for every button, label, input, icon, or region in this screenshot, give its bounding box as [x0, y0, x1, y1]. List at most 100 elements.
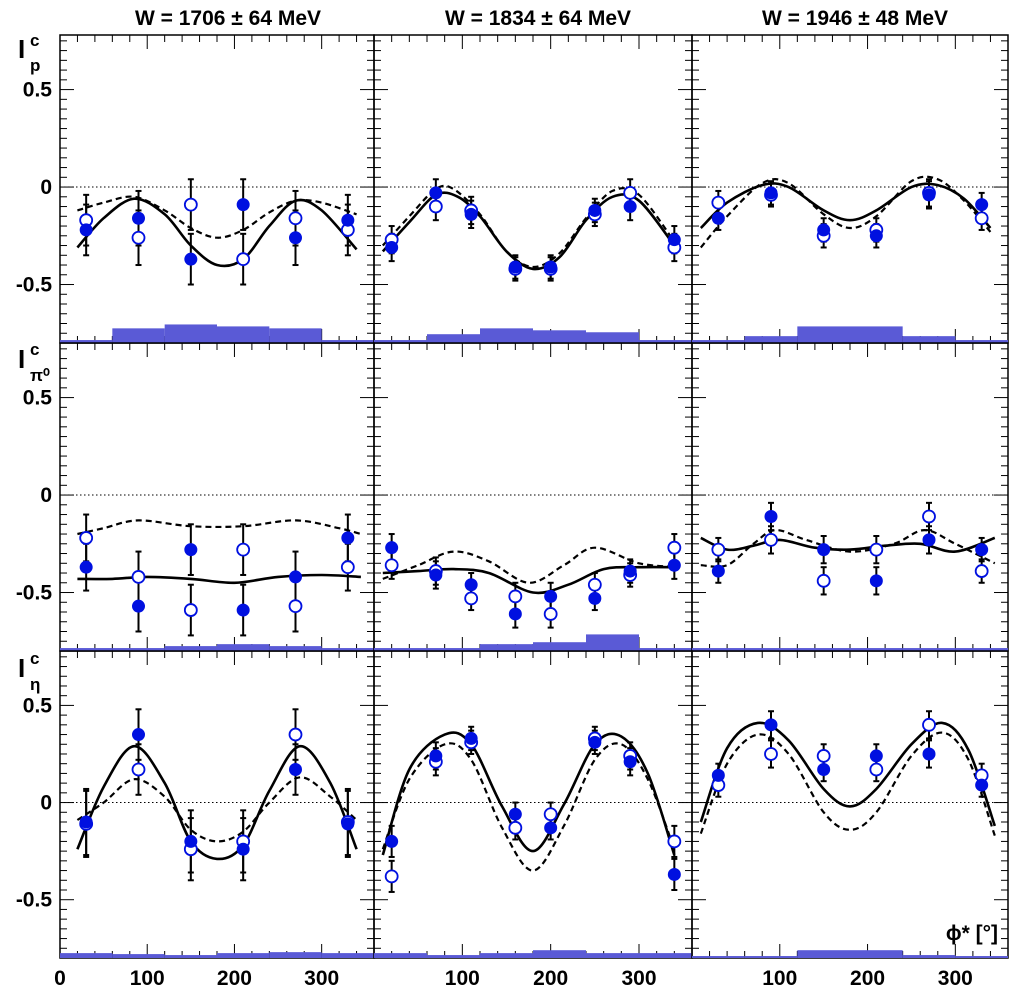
systematic-bar — [269, 646, 322, 651]
filled-point — [429, 186, 443, 200]
panel-r1-c1 — [373, 342, 693, 652]
systematic-bar — [217, 953, 270, 958]
systematic-bar — [164, 324, 217, 343]
col-title-1: W = 1706 ± 64 MeV — [135, 7, 321, 30]
row-label-p-main: I — [18, 34, 25, 64]
filled-point — [508, 260, 522, 274]
systematic-bar — [374, 953, 427, 958]
open-point — [869, 762, 884, 777]
filled-point — [289, 763, 302, 777]
filled-point — [341, 213, 355, 227]
filled-point — [289, 570, 302, 584]
x-tick-label: 200 — [533, 967, 568, 989]
filled-point — [341, 531, 355, 545]
open-point — [384, 558, 399, 573]
panel-frame — [691, 34, 1009, 344]
systematic-bar — [164, 955, 217, 958]
systematic-bar — [902, 336, 956, 343]
open-point — [288, 727, 303, 742]
filled-point — [79, 815, 93, 829]
row-label-p-sub: p — [30, 56, 40, 75]
filled-point — [132, 211, 145, 225]
y-tick-label: 0 — [40, 176, 52, 199]
panel-frame — [691, 650, 1009, 959]
filled-point — [79, 560, 93, 574]
systematic-bar — [217, 644, 270, 651]
filled-point — [588, 735, 602, 749]
filled-point — [869, 749, 883, 763]
open-point — [816, 749, 831, 763]
open-point — [131, 570, 146, 584]
x-tick-label: 0 — [54, 967, 66, 989]
row-label-eta: I c η — [18, 649, 40, 694]
x-tick-label: 300 — [304, 967, 339, 989]
open-point — [340, 560, 355, 575]
panel-r0-c1 — [373, 34, 693, 344]
filled-point — [132, 599, 145, 613]
systematic-bar — [533, 330, 586, 343]
x-tick-label: 300 — [621, 967, 656, 989]
panel-frame — [691, 342, 1009, 652]
filled-point — [817, 763, 831, 777]
systematic-bar — [321, 648, 374, 651]
systematic-bar — [902, 955, 956, 958]
panel-r0-c2 — [691, 34, 1009, 344]
filled-point — [429, 568, 443, 582]
x-tick-label: 300 — [938, 967, 973, 989]
systematic-bar — [112, 328, 165, 343]
systematic-bar — [427, 334, 480, 343]
x-tick-label: 200 — [850, 967, 885, 989]
filled-point — [975, 778, 989, 792]
systematic-bar — [321, 953, 374, 958]
systematic-bar — [692, 648, 745, 651]
systematic-bar — [480, 328, 533, 343]
col-title-3: W = 1946 ± 48 MeV — [762, 7, 948, 30]
filled-point — [667, 867, 681, 881]
solid-curve — [76, 744, 358, 861]
systematic-bar — [850, 648, 903, 651]
filled-point — [623, 755, 637, 769]
open-point — [623, 185, 638, 200]
open-point — [508, 820, 523, 835]
y-tick-label: -0.5 — [16, 274, 53, 297]
filled-point — [588, 591, 602, 605]
systematic-bar — [533, 950, 586, 958]
filled-point — [764, 509, 778, 523]
row-label-pi0-main: I — [18, 344, 25, 374]
open-point — [183, 603, 198, 617]
y-tick-label: 0 — [40, 792, 52, 815]
row-label-eta-main: I — [18, 653, 25, 683]
filled-point — [236, 842, 250, 856]
filled-point — [184, 252, 198, 266]
solid-curve — [76, 197, 358, 268]
dashed-curve — [76, 776, 358, 843]
filled-point — [869, 229, 883, 243]
systematic-bar — [850, 326, 903, 343]
systematic-bar — [850, 950, 903, 958]
filled-point — [184, 834, 198, 848]
filled-point — [817, 223, 831, 237]
filled-point — [817, 543, 831, 557]
open-point — [711, 195, 726, 210]
solid-curve — [700, 536, 996, 553]
open-point — [288, 599, 303, 614]
systematic-bar — [374, 340, 427, 343]
filled-point — [711, 768, 725, 782]
filled-point — [544, 589, 558, 603]
open-point — [816, 573, 831, 588]
solid-curve — [699, 182, 992, 229]
dashed-curve — [699, 175, 992, 249]
panel-frame — [373, 650, 693, 959]
systematic-bar — [586, 634, 639, 651]
y-tick-label: -0.5 — [16, 582, 53, 605]
systematic-bar — [692, 340, 745, 343]
filled-point — [385, 834, 399, 848]
dashed-curve — [699, 731, 996, 836]
filled-point — [79, 223, 93, 237]
systematic-bar — [639, 648, 692, 651]
open-point — [764, 532, 778, 547]
panel-r2-c0: 0.5 0 -0.5 0 100 200 300 — [16, 650, 375, 989]
systematic-bar — [321, 340, 374, 343]
systematic-bar — [797, 950, 850, 958]
filled-point — [922, 188, 936, 202]
